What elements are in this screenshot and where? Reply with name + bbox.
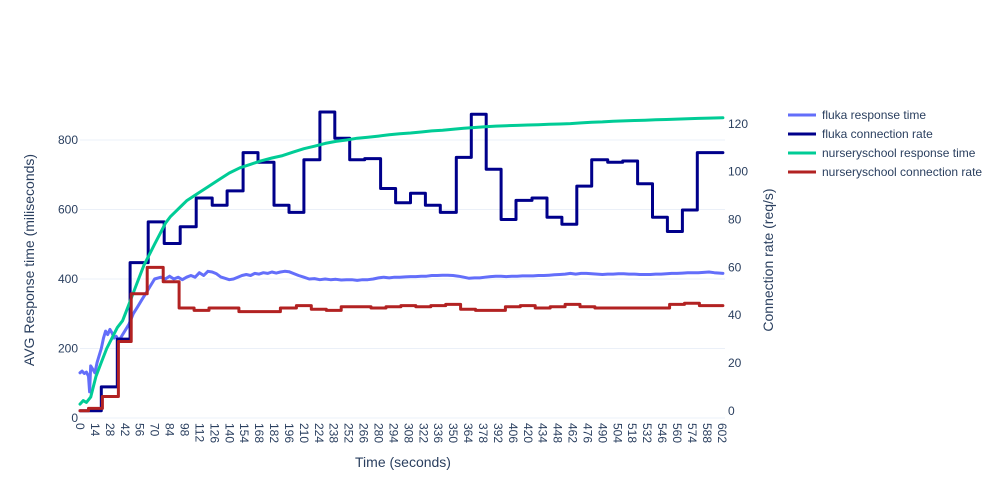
y-left-tick-label: 200 xyxy=(58,341,78,355)
x-tick-label: 196 xyxy=(282,423,296,443)
x-tick-label: 476 xyxy=(580,423,594,443)
x-tick-label: 266 xyxy=(357,423,371,443)
legend-item-label: fluka response time xyxy=(822,108,926,122)
legend-item-label: nurseryschool response time xyxy=(822,146,976,160)
x-tick-label: 462 xyxy=(566,423,580,443)
x-tick-label: 294 xyxy=(386,423,400,443)
series-line-fluka-connection-rate xyxy=(78,110,725,413)
x-tick-label: 56 xyxy=(133,423,147,437)
x-tick-label: 574 xyxy=(685,423,699,443)
y-right-tick-label: 120 xyxy=(728,117,748,131)
x-tick-label: 0 xyxy=(73,423,87,430)
y-left-axis-title: AVG Response time (miliseconds) xyxy=(21,154,37,366)
x-tick-label: 252 xyxy=(342,423,356,443)
x-tick-label: 14 xyxy=(88,423,102,437)
x-tick-label: 448 xyxy=(551,423,565,443)
x-tick-label: 406 xyxy=(506,423,520,443)
x-axis-ticks: 0 14 28 42 56 70 84 98 112 126 140 154 168 182 196 210 2… xyxy=(73,423,729,443)
x-tick-label: 168 xyxy=(252,423,266,443)
x-tick-label: 434 xyxy=(536,423,550,443)
grid-layer xyxy=(80,139,725,419)
x-tick-label: 350 xyxy=(446,423,460,443)
x-tick-label: 420 xyxy=(521,423,535,443)
y-right-tick-label: 20 xyxy=(728,356,742,370)
y-right-tick-label: 60 xyxy=(728,260,742,274)
x-tick-label: 546 xyxy=(655,423,669,443)
x-tick-label: 588 xyxy=(700,423,714,443)
x-tick-label: 336 xyxy=(431,423,445,443)
x-tick-label: 602 xyxy=(715,423,729,443)
x-tick-label: 28 xyxy=(103,423,117,437)
x-tick-label: 378 xyxy=(476,423,490,443)
x-tick-label: 238 xyxy=(327,423,341,443)
y-right-axis-ticks: 0 20 40 60 80 100 120 xyxy=(728,117,748,418)
legend-item-label: fluka connection rate xyxy=(822,127,933,141)
x-tick-label: 308 xyxy=(401,423,415,443)
x-tick-label: 518 xyxy=(625,423,639,443)
x-axis-title: Time (seconds) xyxy=(355,454,451,470)
x-tick-label: 322 xyxy=(416,423,430,443)
x-tick-label: 182 xyxy=(267,423,281,443)
x-tick-label: 154 xyxy=(237,423,251,443)
x-tick-label: 42 xyxy=(118,423,132,437)
y-right-axis-title: Connection rate (req/s) xyxy=(760,188,776,331)
y-left-tick-label: 800 xyxy=(58,133,78,147)
x-tick-label: 364 xyxy=(461,423,475,443)
x-tick-label: 210 xyxy=(297,423,311,443)
x-tick-label: 280 xyxy=(372,423,386,443)
x-tick-label: 490 xyxy=(595,423,609,443)
y-left-tick-label: 400 xyxy=(58,272,78,286)
x-tick-label: 112 xyxy=(192,423,206,442)
y-right-tick-label: 80 xyxy=(728,213,742,227)
x-tick-label: 560 xyxy=(670,423,684,443)
x-tick-label: 126 xyxy=(207,423,221,443)
x-tick-label: 140 xyxy=(222,423,236,443)
legend-item-label: nurseryschool connection rate xyxy=(822,165,982,179)
legend: fluka response time fluka connection rate… xyxy=(788,108,982,179)
y-left-tick-label: 600 xyxy=(58,202,78,216)
x-tick-label: 224 xyxy=(312,423,326,443)
series-line-nurseryschool-connection-rate xyxy=(78,265,725,413)
series-line-fluka-response-time xyxy=(78,269,725,394)
x-tick-label: 504 xyxy=(610,423,624,443)
y-right-tick-label: 0 xyxy=(728,404,735,418)
y-right-tick-label: 100 xyxy=(728,165,748,179)
x-tick-label: 532 xyxy=(640,423,654,443)
y-left-tick-label: 0 xyxy=(71,411,78,425)
x-tick-label: 98 xyxy=(177,423,191,437)
y-right-tick-label: 40 xyxy=(728,308,742,322)
x-tick-label: 70 xyxy=(148,423,162,437)
x-tick-label: 392 xyxy=(491,423,505,443)
series-layer xyxy=(78,110,725,413)
y-left-axis-ticks: 0 200 400 600 800 xyxy=(58,133,78,425)
x-tick-label: 84 xyxy=(163,423,177,437)
series-line-nurseryschool-response-time xyxy=(78,116,725,406)
